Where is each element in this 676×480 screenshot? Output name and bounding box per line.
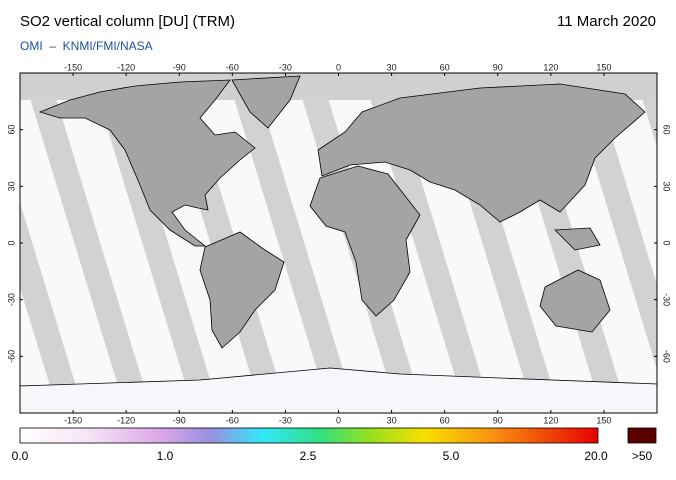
- x-tick-label: 90: [493, 415, 503, 425]
- x-tick-label: 0: [336, 415, 341, 425]
- y-tick-label: 30: [6, 181, 16, 191]
- y-tick-label: -30: [6, 293, 16, 306]
- x-tick-label: 150: [596, 62, 611, 72]
- credit: OMI – KNMI/FMI/NASA: [20, 39, 153, 53]
- x-tick-label: -60: [226, 62, 239, 72]
- x-tick-label: -120: [117, 415, 135, 425]
- y-tick-label: -60: [6, 350, 16, 363]
- date: 11 March 2020: [557, 13, 656, 30]
- colorbar-over-label: >50: [632, 449, 653, 463]
- x-tick-label: 90: [493, 62, 503, 72]
- title: SO2 vertical column [DU] (TRM): [20, 13, 235, 30]
- x-tick-label: 120: [543, 415, 558, 425]
- x-tick-label: 30: [387, 62, 397, 72]
- colorbar-label: 1.0: [157, 449, 174, 463]
- y-tick-label: -60: [662, 350, 672, 363]
- y-tick-label: 0: [6, 240, 16, 245]
- y-tick-label: 30: [662, 181, 672, 191]
- x-tick-label: 0: [336, 62, 341, 72]
- x-tick-label: 60: [440, 415, 450, 425]
- x-tick-label: -150: [64, 415, 82, 425]
- y-tick-label: -30: [662, 293, 672, 306]
- x-tick-label: 60: [440, 62, 450, 72]
- colorbar-label: 20.0: [584, 449, 608, 463]
- x-tick-label: -150: [64, 62, 82, 72]
- colorbar-label: 5.0: [443, 449, 460, 463]
- x-tick-label: -30: [279, 62, 292, 72]
- colorbar: >50: [19, 427, 657, 463]
- x-tick-label: 30: [387, 415, 397, 425]
- colorbar-label: 0.0: [12, 449, 29, 463]
- x-tick-label: 150: [596, 415, 611, 425]
- x-tick-label: -90: [173, 62, 186, 72]
- x-tick-label: -60: [226, 415, 239, 425]
- y-tick-label: 0: [662, 240, 672, 245]
- x-tick-label: -120: [117, 62, 135, 72]
- map: [19, 72, 658, 414]
- y-tick-label: 60: [662, 125, 672, 135]
- x-tick-label: -90: [173, 415, 186, 425]
- y-tick-label: 60: [6, 125, 16, 135]
- colorbar-label: 2.5: [300, 449, 317, 463]
- x-tick-label: 120: [543, 62, 558, 72]
- x-tick-label: -30: [279, 415, 292, 425]
